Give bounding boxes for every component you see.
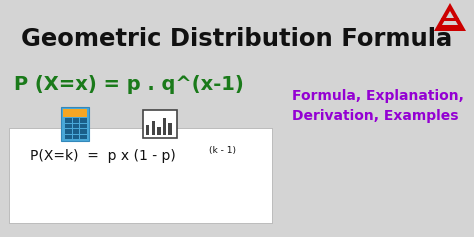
Bar xyxy=(65,123,72,128)
Text: Geometric Distribution Formula: Geometric Distribution Formula xyxy=(21,27,453,51)
Text: Formula, Explanation,
Derivation, Examples: Formula, Explanation, Derivation, Exampl… xyxy=(292,89,464,123)
Bar xyxy=(146,125,149,135)
Bar xyxy=(63,109,87,117)
Bar xyxy=(65,118,72,123)
Bar xyxy=(9,128,272,223)
Bar xyxy=(73,129,79,133)
Bar xyxy=(65,129,72,133)
Text: (k - 1): (k - 1) xyxy=(209,146,236,155)
Bar xyxy=(80,118,87,123)
Bar xyxy=(73,123,79,128)
Bar xyxy=(143,110,177,138)
Bar xyxy=(152,121,155,135)
Bar xyxy=(73,135,79,139)
Text: P(X=k)  =  p x (1 - p): P(X=k) = p x (1 - p) xyxy=(30,149,176,163)
Bar xyxy=(65,135,72,139)
Polygon shape xyxy=(442,11,458,25)
Bar xyxy=(80,123,87,128)
Bar xyxy=(73,118,79,123)
Bar xyxy=(163,118,166,135)
Bar xyxy=(157,127,161,135)
Bar xyxy=(61,107,89,141)
Polygon shape xyxy=(441,18,459,21)
Bar xyxy=(80,129,87,133)
Text: P (X=x) = p . q^(x-1): P (X=x) = p . q^(x-1) xyxy=(14,75,244,94)
Bar xyxy=(80,135,87,139)
Bar xyxy=(168,123,172,135)
Polygon shape xyxy=(434,3,466,31)
